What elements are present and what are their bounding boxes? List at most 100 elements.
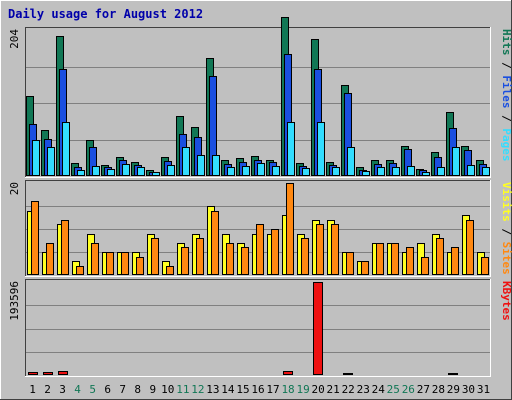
x-tick-label-day-20: 20 — [312, 383, 325, 396]
bar-kbytes-kbytes-day-20 — [313, 282, 323, 375]
x-tick-label-day-25: 25 — [387, 383, 400, 396]
bar-hits-pages-day-29 — [452, 147, 460, 176]
bar-hits-pages-day-5 — [92, 166, 100, 176]
x-tick-label-day-10: 10 — [161, 383, 174, 396]
series-legend-part: Files — [500, 75, 512, 108]
x-tick-label-day-5: 5 — [89, 383, 96, 396]
bar-visits-sites-day-16 — [256, 224, 264, 275]
bar-hits-pages-day-30 — [467, 165, 475, 176]
bar-hits-pages-day-8 — [137, 167, 145, 176]
bar-visits-sites-day-21 — [331, 224, 339, 275]
bar-kbytes-kbytes-day-22 — [343, 373, 353, 375]
bar-hits-pages-day-16 — [257, 163, 265, 176]
bar-hits-pages-day-12 — [197, 155, 205, 176]
chart-title: Daily usage for August 2012 — [8, 7, 203, 21]
plot-area-kbytes — [25, 279, 491, 377]
x-tick-label-day-22: 22 — [342, 383, 355, 396]
bar-visits-sites-day-4 — [76, 266, 84, 275]
bar-visits-sites-day-3 — [61, 220, 69, 275]
bar-hits-pages-day-27 — [422, 172, 430, 176]
x-tick-label-day-14: 14 — [221, 383, 235, 396]
bar-hits-pages-day-15 — [242, 166, 250, 176]
bar-kbytes-kbytes-day-1 — [28, 372, 38, 375]
series-legend-part: / — [500, 56, 512, 76]
x-tick-label-day-2: 2 — [44, 383, 51, 396]
bar-visits-sites-day-8 — [136, 257, 144, 275]
x-tick-label-day-28: 28 — [432, 383, 445, 396]
series-legend-kbytes: KBytes — [500, 281, 512, 321]
bar-kbytes-kbytes-day-29 — [448, 373, 458, 375]
y-max-label-visits: 20 — [8, 182, 21, 195]
bar-visits-sites-day-24 — [376, 243, 384, 275]
bar-visits-sites-day-27 — [421, 257, 429, 275]
chart-panels: 204 Hits / Files / Pages 20 Visits / Sites 1… — [8, 17, 512, 377]
bar-hits-pages-day-13 — [212, 155, 220, 176]
bar-hits-pages-day-21 — [332, 167, 340, 176]
series-legend-part: Visits — [500, 182, 512, 222]
bar-hits-pages-day-25 — [392, 167, 400, 176]
x-tick-label-day-9: 9 — [149, 383, 156, 396]
bar-hits-pages-day-11 — [182, 147, 190, 176]
bar-visits-sites-day-28 — [436, 238, 444, 275]
bar-hits-pages-day-9 — [152, 172, 160, 176]
x-tick-label-day-1: 1 — [29, 383, 36, 396]
bar-visits-sites-day-18 — [286, 183, 294, 275]
bar-hits-pages-day-4 — [77, 170, 85, 176]
bar-hits-pages-day-31 — [482, 167, 490, 176]
bar-visits-sites-day-19 — [301, 238, 309, 275]
x-tick-label-day-4: 4 — [74, 383, 81, 396]
x-tick-label-day-30: 30 — [462, 383, 475, 396]
bar-kbytes-kbytes-day-3 — [58, 371, 68, 375]
x-axis-day-labels: 1 2 3 4 5 6 7 8 9 10 11 12 13 14 15 16 17 18 19 20 21 22 23 24 2… — [29, 383, 490, 396]
bar-hits-pages-day-26 — [407, 166, 415, 176]
x-tick-label-day-3: 3 — [59, 383, 66, 396]
x-tick-label-day-6: 6 — [104, 383, 111, 396]
bar-hits-pages-day-19 — [302, 168, 310, 176]
bar-visits-sites-day-13 — [211, 211, 219, 275]
x-tick-label-day-27: 27 — [417, 383, 430, 396]
bar-visits-sites-day-12 — [196, 238, 204, 275]
x-tick-label-day-31: 31 — [477, 383, 490, 396]
x-tick-label-day-16: 16 — [251, 383, 264, 396]
bar-visits-sites-day-22 — [346, 252, 354, 275]
bar-visits-sites-day-7 — [121, 252, 129, 275]
x-tick-label-day-7: 7 — [119, 383, 126, 396]
bar-visits-sites-day-23 — [361, 261, 369, 275]
bar-hits-pages-day-28 — [437, 167, 445, 176]
series-legend-part: / — [500, 222, 512, 242]
series-legend-hits: Hits / Files / Pages — [500, 29, 512, 162]
bar-visits-sites-day-31 — [481, 257, 489, 275]
x-tick-label-day-8: 8 — [134, 383, 141, 396]
bar-visits-sites-day-10 — [166, 266, 174, 275]
x-tick-label-day-23: 23 — [357, 383, 370, 396]
bar-hits-pages-day-1 — [32, 140, 40, 176]
bar-hits-pages-day-18 — [287, 122, 295, 176]
panel-visits: 20 Visits / Sites — [8, 180, 512, 277]
x-tick-label-day-24: 24 — [372, 383, 386, 396]
bar-hits-pages-day-2 — [47, 147, 55, 176]
bar-visits-sites-day-30 — [466, 220, 474, 275]
bar-visits-sites-day-14 — [226, 243, 234, 275]
x-tick-label-day-15: 15 — [236, 383, 249, 396]
x-tick-label-day-26: 26 — [402, 383, 415, 396]
x-tick-label-day-29: 29 — [447, 383, 460, 396]
x-tick-label-day-13: 13 — [206, 383, 219, 396]
series-legend-part: Pages — [500, 128, 512, 161]
bar-visits-sites-day-26 — [406, 247, 414, 275]
x-tick-label-day-19: 19 — [296, 383, 309, 396]
bar-hits-pages-day-3 — [62, 122, 70, 176]
series-legend-part: / — [500, 109, 512, 129]
bar-visits-sites-day-25 — [391, 243, 399, 275]
series-legend-part: Hits — [500, 29, 512, 56]
bar-hits-pages-day-14 — [227, 167, 235, 176]
x-tick-label-day-11: 11 — [176, 383, 189, 396]
bar-hits-pages-day-10 — [167, 165, 175, 176]
bar-hits-pages-day-7 — [122, 164, 130, 176]
series-legend-part: Sites — [500, 242, 512, 275]
bar-visits-sites-day-6 — [106, 252, 114, 275]
bar-visits-sites-day-15 — [241, 247, 249, 275]
bar-visits-sites-day-17 — [271, 229, 279, 275]
series-legend-part: KBytes — [500, 281, 512, 321]
bar-hits-pages-day-22 — [347, 147, 355, 176]
